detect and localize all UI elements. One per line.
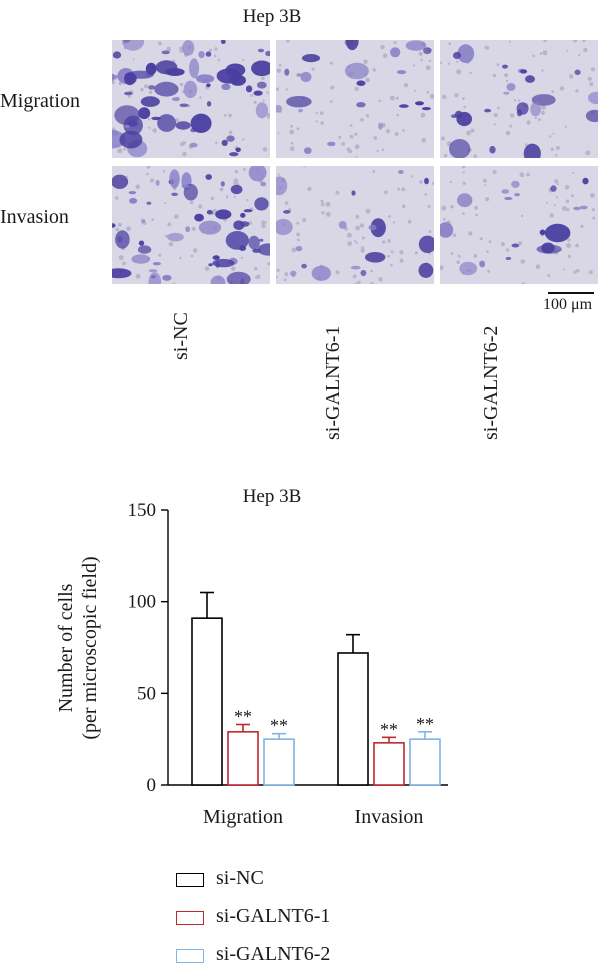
- condition-label-si-nc: si-NC: [170, 312, 192, 360]
- significance-marker: **: [270, 716, 288, 736]
- legend-label-si-galnt6-1: si-GALNT6-1: [216, 905, 331, 927]
- micrograph-panel-title: Hep 3B: [242, 6, 302, 27]
- significance-marker: **: [234, 707, 252, 727]
- micrograph-texture: [112, 166, 270, 284]
- micrograph-texture: [276, 166, 434, 284]
- bar-si-nc-migration: [191, 617, 223, 786]
- bar-si-galnt6-2-migration: [263, 738, 295, 786]
- bar-si-galnt6-2-invasion: [409, 738, 441, 786]
- y-tick-label: 100: [128, 592, 157, 613]
- significance-marker: **: [416, 714, 434, 734]
- micrograph-migration-si-nc: [112, 40, 270, 158]
- micrograph-invasion-si-galnt6-2: [440, 166, 598, 284]
- legend-label-si-galnt6-2: si-GALNT6-2: [216, 943, 331, 965]
- legend-swatch-si-galnt6-1: [176, 911, 204, 925]
- micrograph-texture: [276, 40, 434, 158]
- y-axis-label-line: Number of cells: [55, 583, 77, 712]
- row-label-invasion: Invasion: [0, 206, 69, 228]
- chart-title: Hep 3B: [243, 486, 302, 507]
- micrograph-invasion-si-galnt6-1: [276, 166, 434, 284]
- micrograph-migration-si-galnt6-1: [276, 40, 434, 158]
- bar-chart: Hep 3B 0 50 100 150 Number of cells (per micro…: [55, 486, 448, 828]
- micrograph-invasion-si-nc: [112, 166, 270, 284]
- micrograph-texture: [112, 40, 270, 158]
- y-axis-label-line: (per microscopic field): [79, 556, 101, 739]
- condition-label-si-galnt6-1: si-GALNT6-1: [322, 325, 344, 440]
- bar-si-galnt6-1-migration: [227, 731, 259, 786]
- scale-bar: [548, 292, 594, 294]
- micrograph-texture: [440, 166, 598, 284]
- y-tick-label: 150: [128, 500, 157, 521]
- significance-marker: **: [380, 719, 398, 739]
- y-tick-label: 50: [137, 683, 156, 704]
- x-tick-label-invasion: Invasion: [355, 806, 424, 828]
- x-tick-label-migration: Migration: [203, 806, 283, 828]
- legend-label-si-nc: si-NC: [216, 867, 264, 889]
- micrograph-texture: [440, 40, 598, 158]
- bar-si-galnt6-1-invasion: [373, 742, 405, 786]
- legend-swatch-si-galnt6-2: [176, 949, 204, 963]
- bar-si-nc-invasion: [337, 652, 369, 786]
- legend-swatch-si-nc: [176, 873, 204, 887]
- y-axis-label: Number of cells (per microscopic field): [55, 556, 101, 739]
- condition-label-si-galnt6-2: si-GALNT6-2: [480, 325, 502, 440]
- y-tick-label: 0: [147, 775, 157, 796]
- row-label-migration: Migration: [0, 90, 80, 112]
- micrograph-migration-si-galnt6-2: [440, 40, 598, 158]
- scale-bar-label: 100 μm: [543, 296, 593, 313]
